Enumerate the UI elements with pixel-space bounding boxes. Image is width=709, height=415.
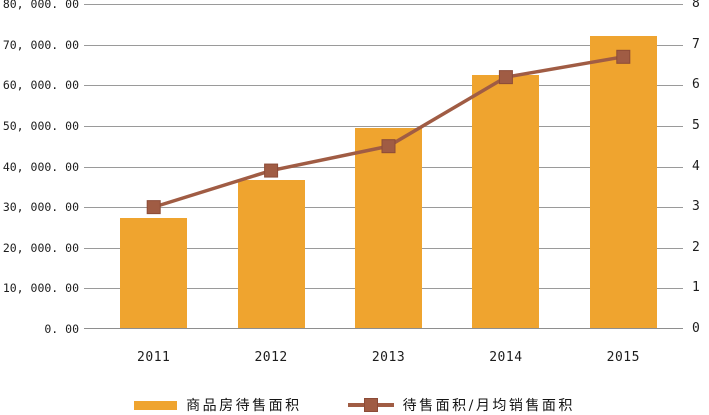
bar-2013: [355, 127, 422, 328]
right-axis-tick-label: 1: [692, 280, 700, 296]
right-axis-tick-label: 3: [692, 199, 700, 215]
gridline: [84, 125, 683, 127]
legend-bar-label: 商品房待售面积: [186, 398, 302, 414]
square-marker-2013: [381, 139, 396, 154]
line-series: [146, 49, 631, 215]
left-axis-tick-label: 50, 000. 00: [2, 118, 79, 133]
bar-series-swatch-icon: [134, 400, 178, 410]
square-marker-icon: [363, 398, 378, 412]
bar-2012: [237, 179, 305, 328]
legend: 商品房待售面积 待售面积/月均销售面积: [0, 395, 709, 415]
square-marker-2012: [264, 163, 279, 178]
left-axis-tick-label: 0. 00: [44, 322, 79, 336]
right-axis-tick-label: 6: [692, 77, 700, 93]
bar-2011: [120, 217, 188, 328]
gridline: [84, 4, 683, 5]
left-axis-tick-label: 70, 000. 00: [2, 37, 79, 52]
right-axis-tick-label: 4: [692, 158, 700, 174]
square-marker-2014: [498, 70, 513, 85]
x-axis-labels: 2011 2012 2013 2014 2015: [95, 350, 682, 368]
line-series-swatch-icon: [347, 398, 394, 412]
right-axis-tick-label: 7: [692, 36, 700, 52]
right-axis-tick-label: 0: [692, 321, 700, 336]
x-axis-tick-label: 2013: [371, 350, 406, 365]
right-axis-tick-label: 5: [692, 117, 700, 133]
left-axis-tick-label: 20, 000. 00: [2, 240, 79, 255]
square-marker-2015: [616, 49, 631, 64]
legend-line-label: 待售面积/月均销售面积: [402, 398, 575, 414]
square-marker-2011: [146, 200, 161, 215]
right-axis-tick-label: 2: [692, 239, 700, 255]
plot-area: [84, 4, 683, 329]
x-axis-tick-label: 2015: [606, 350, 640, 365]
bar-2015: [589, 35, 657, 328]
left-axis-tick-label: 10, 000. 00: [2, 281, 79, 296]
left-axis-tick-label: 40, 000. 00: [2, 159, 79, 174]
ratio-line: [153, 55, 624, 209]
legend-item-line: 待售面积/月均销售面积: [347, 395, 575, 415]
left-axis-tick-label: 30, 000. 00: [2, 200, 79, 215]
bar-2014: [472, 75, 540, 328]
left-axis-tick-label: 60, 000. 00: [2, 78, 79, 93]
gridline: [84, 44, 683, 46]
left-axis-tick-label: 80, 000. 00: [2, 0, 79, 11]
right-axis-tick-label: 8: [692, 0, 700, 11]
legend-item-bar: 商品房待售面积: [134, 395, 302, 415]
x-axis-tick-label: 2011: [137, 350, 171, 365]
x-axis-tick-label: 2014: [489, 350, 523, 365]
gridline: [84, 85, 683, 87]
x-axis-line: [84, 328, 683, 329]
x-axis-tick-label: 2012: [254, 350, 288, 365]
